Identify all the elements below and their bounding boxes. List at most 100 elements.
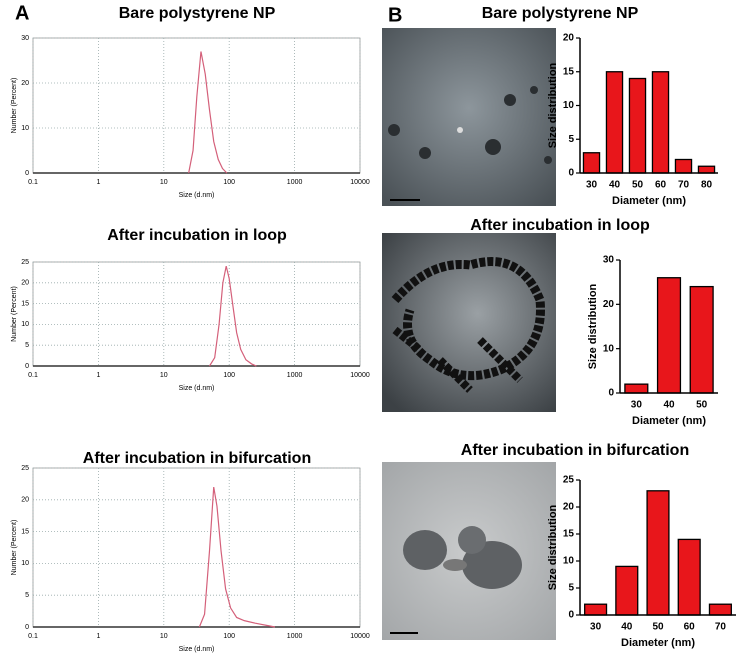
y-tick-label: 20 [21, 280, 29, 287]
x-tick-label: 100 [223, 372, 235, 379]
y-tick-label: 5 [568, 583, 574, 594]
y-tick-label: 5 [25, 592, 29, 599]
y-axis-label: Number (Percent) [11, 286, 18, 342]
y-tick-label: 20 [21, 80, 29, 87]
y-tick-label: 10 [603, 343, 615, 354]
y-tick-label: 0 [608, 388, 614, 399]
y-tick-label: 5 [568, 134, 574, 145]
y-tick-label: 15 [21, 528, 29, 535]
bar [646, 490, 670, 616]
bar [624, 383, 649, 394]
x-tick-label: 80 [701, 180, 713, 191]
x-tick-label: 30 [631, 400, 643, 411]
bar [584, 603, 608, 616]
y-tick-label: 20 [603, 299, 615, 310]
bar [656, 277, 682, 394]
chart-title: Bare polystyrene NP [119, 5, 276, 22]
y-tick-label: 10 [563, 556, 575, 567]
x-tick-label: 0.1 [28, 372, 38, 379]
x-axis-label: Diameter (nm) [632, 415, 706, 427]
chart-title: After incubation in loop [107, 227, 287, 244]
bar [708, 603, 732, 616]
panel-label: B [388, 4, 402, 26]
x-tick-label: 60 [684, 622, 696, 633]
bar [582, 152, 601, 174]
data-line [198, 486, 276, 628]
x-tick-label: 70 [715, 622, 727, 633]
bar [697, 165, 716, 174]
panel-label: A [15, 2, 29, 24]
y-tick-label: 5 [25, 342, 29, 349]
x-axis-label: Diameter (nm) [612, 195, 686, 207]
y-axis-label: Size distribution [587, 283, 599, 369]
x-tick-label: 10 [160, 372, 168, 379]
y-tick-label: 10 [21, 321, 29, 328]
x-tick-label: 60 [655, 180, 667, 191]
bar [689, 285, 714, 394]
x-axis-label: Size (d.nm) [179, 646, 215, 653]
y-tick-label: 15 [563, 66, 575, 77]
x-tick-label: 100 [223, 179, 235, 186]
x-tick-label: 40 [609, 180, 621, 191]
tem-image [382, 233, 556, 412]
y-tick-label: 0 [25, 170, 29, 177]
x-tick-label: 50 [652, 622, 664, 633]
y-axis-label: Size distribution [547, 62, 559, 148]
tem-image [382, 462, 556, 640]
data-line [209, 266, 257, 367]
x-tick-label: 50 [696, 400, 708, 411]
x-tick-label: 30 [586, 180, 598, 191]
x-tick-label: 50 [632, 180, 644, 191]
x-tick-label: 100 [223, 633, 235, 640]
chart-title: After incubation in bifurcation [461, 442, 689, 459]
y-tick-label: 0 [568, 610, 574, 621]
chart-title: After incubation in bifurcation [83, 450, 311, 467]
x-tick-label: 70 [678, 180, 690, 191]
x-tick-label: 0.1 [28, 179, 38, 186]
x-tick-label: 1000 [287, 179, 303, 186]
x-tick-label: 10000 [350, 633, 370, 640]
y-tick-label: 25 [21, 465, 29, 472]
x-axis-label: Size (d.nm) [179, 385, 215, 392]
x-tick-label: 40 [621, 622, 633, 633]
bar [674, 158, 693, 174]
x-tick-label: 1000 [287, 633, 303, 640]
x-tick-label: 1 [96, 633, 100, 640]
y-tick-label: 25 [21, 259, 29, 266]
bar [651, 71, 670, 174]
x-tick-label: 10000 [350, 372, 370, 379]
y-tick-label: 10 [563, 100, 575, 111]
bar [615, 565, 639, 616]
plot-frame [32, 467, 361, 628]
y-axis-label: Number (Percent) [11, 78, 18, 134]
chart-title: After incubation in loop [470, 217, 650, 234]
y-tick-label: 15 [563, 529, 575, 540]
x-tick-label: 0.1 [28, 633, 38, 640]
x-tick-label: 10 [160, 633, 168, 640]
plot-frame [32, 261, 361, 367]
bar [605, 71, 624, 174]
y-tick-label: 25 [563, 475, 575, 486]
y-tick-label: 30 [603, 255, 615, 266]
x-tick-label: 10000 [350, 179, 370, 186]
tem-image [382, 28, 556, 206]
x-tick-label: 1000 [287, 372, 303, 379]
y-tick-label: 30 [21, 35, 29, 42]
x-tick-label: 40 [663, 400, 675, 411]
data-line [188, 51, 228, 174]
y-tick-label: 20 [21, 497, 29, 504]
x-tick-label: 30 [590, 622, 602, 633]
y-tick-label: 0 [25, 363, 29, 370]
x-tick-label: 10 [160, 179, 168, 186]
chart-title: Bare polystyrene NP [482, 5, 639, 22]
x-tick-label: 1 [96, 372, 100, 379]
y-tick-label: 20 [563, 502, 575, 513]
y-tick-label: 0 [568, 168, 574, 179]
y-axis-label: Number (Percent) [11, 520, 18, 576]
bar [677, 538, 701, 616]
x-axis-label: Size (d.nm) [179, 192, 215, 199]
y-tick-label: 15 [21, 300, 29, 307]
x-axis-label: Diameter (nm) [621, 637, 695, 649]
y-tick-label: 0 [25, 624, 29, 631]
